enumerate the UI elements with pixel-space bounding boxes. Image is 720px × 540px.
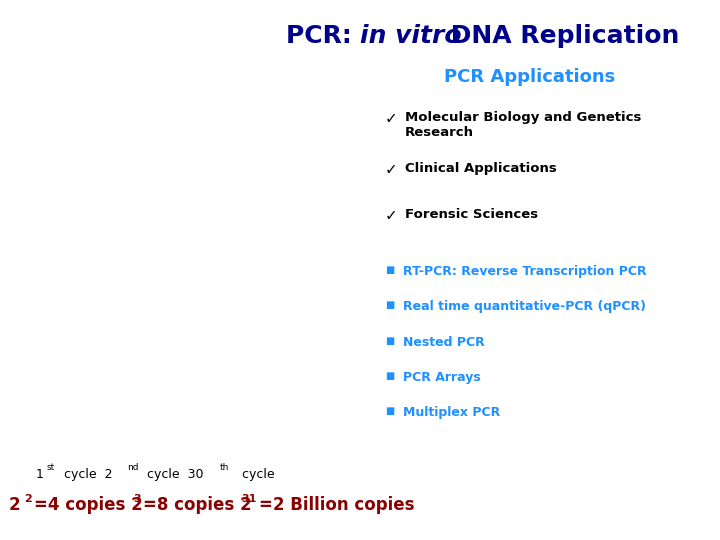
Text: Multiplex PCR: Multiplex PCR [403, 406, 500, 419]
Text: ■: ■ [385, 371, 395, 381]
Text: ✓: ✓ [385, 162, 398, 177]
Text: Forensic Sciences: Forensic Sciences [405, 208, 538, 221]
Text: 2: 2 [24, 494, 32, 504]
Text: Real time quantitative-PCR (qPCR): Real time quantitative-PCR (qPCR) [403, 300, 647, 313]
Text: 31: 31 [241, 494, 256, 504]
Text: cycle  2: cycle 2 [60, 468, 112, 481]
Text: ✓: ✓ [385, 208, 398, 223]
Text: ■: ■ [385, 406, 395, 416]
Text: =8 copies 2: =8 copies 2 [143, 496, 251, 514]
Text: =4 copies 2: =4 copies 2 [34, 496, 143, 514]
Text: nd: nd [127, 463, 138, 472]
Text: ■: ■ [385, 265, 395, 275]
Text: 2: 2 [9, 496, 20, 514]
Text: st: st [46, 463, 54, 472]
Text: in vitro: in vitro [360, 24, 462, 48]
Text: PCR Applications: PCR Applications [444, 68, 615, 85]
Text: =2 Billion copies: =2 Billion copies [259, 496, 415, 514]
Text: cycle: cycle [238, 468, 274, 481]
Text: th: th [220, 463, 229, 472]
Text: 3: 3 [133, 494, 141, 504]
Text: ✓: ✓ [385, 111, 398, 126]
Text: Nested PCR: Nested PCR [403, 336, 485, 349]
Text: ■: ■ [385, 300, 395, 310]
Text: PCR Arrays: PCR Arrays [403, 371, 481, 384]
Text: Clinical Applications: Clinical Applications [405, 162, 557, 175]
Text: ■: ■ [385, 336, 395, 346]
Text: Molecular Biology and Genetics
Research: Molecular Biology and Genetics Research [405, 111, 641, 139]
Text: cycle  30: cycle 30 [143, 468, 204, 481]
Text: PCR:: PCR: [286, 24, 360, 48]
Text: 1: 1 [36, 468, 44, 481]
Text: DNA Replication: DNA Replication [442, 24, 680, 48]
Text: RT-PCR: Reverse Transcription PCR: RT-PCR: Reverse Transcription PCR [403, 265, 647, 278]
